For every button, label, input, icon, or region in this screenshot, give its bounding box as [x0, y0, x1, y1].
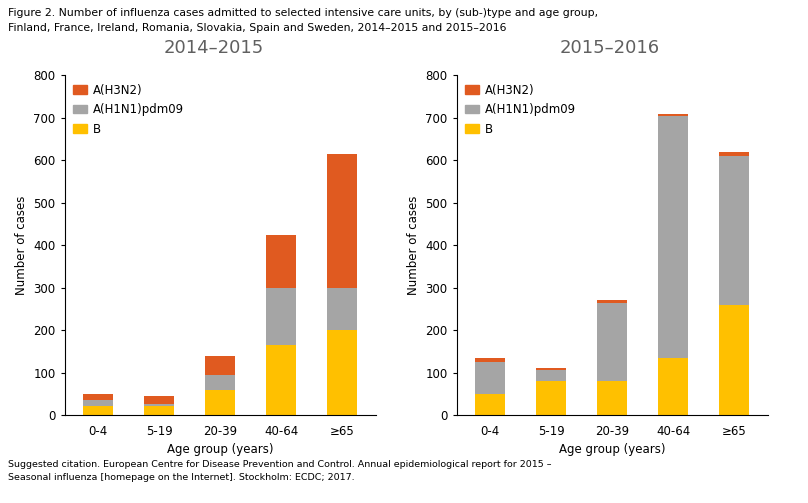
X-axis label: Age group (years): Age group (years) [559, 443, 665, 456]
Bar [597, 381, 627, 415]
Y-axis label: Number of cases: Number of cases [15, 196, 27, 295]
Bar [144, 396, 175, 404]
X-axis label: Age group (years): Age group (years) [167, 443, 273, 456]
Bar [205, 389, 235, 415]
Bar [719, 152, 749, 156]
Bar [719, 305, 749, 415]
Bar [266, 345, 297, 415]
Bar [536, 370, 566, 381]
Text: 2014–2015: 2014–2015 [164, 39, 264, 57]
Legend: A(H3N2), A(H1N1)pdm09, B: A(H3N2), A(H1N1)pdm09, B [462, 81, 579, 138]
Bar [658, 114, 688, 116]
Bar [719, 156, 749, 305]
Bar [266, 288, 297, 345]
Bar [658, 358, 688, 415]
Bar [205, 375, 235, 389]
Bar [327, 330, 357, 415]
Bar [658, 116, 688, 358]
Bar [327, 154, 357, 288]
Text: Suggested citation. European Centre for Disease Prevention and Control. Annual e: Suggested citation. European Centre for … [8, 460, 552, 469]
Bar [475, 358, 505, 362]
Bar [327, 288, 357, 330]
Bar [205, 356, 235, 375]
Bar [83, 406, 113, 415]
Bar [475, 362, 505, 394]
Bar [475, 394, 505, 415]
Bar [83, 394, 113, 400]
Bar [83, 400, 113, 406]
Text: 2015–2016: 2015–2016 [560, 39, 660, 57]
Legend: A(H3N2), A(H1N1)pdm09, B: A(H3N2), A(H1N1)pdm09, B [70, 81, 187, 138]
Bar [144, 406, 175, 415]
Text: Finland, France, Ireland, Romania, Slovakia, Spain and Sweden, 2014–2015 and 201: Finland, France, Ireland, Romania, Slova… [8, 23, 507, 33]
Text: Figure 2. Number of influenza cases admitted to selected intensive care units, b: Figure 2. Number of influenza cases admi… [8, 8, 598, 18]
Y-axis label: Number of cases: Number of cases [406, 196, 419, 295]
Bar [266, 234, 297, 288]
Bar [536, 381, 566, 415]
Text: Seasonal influenza [homepage on the Internet]. Stockholm: ECDC; 2017.: Seasonal influenza [homepage on the Inte… [8, 473, 355, 482]
Bar [144, 404, 175, 406]
Bar [597, 300, 627, 302]
Bar [536, 368, 566, 370]
Bar [597, 302, 627, 381]
